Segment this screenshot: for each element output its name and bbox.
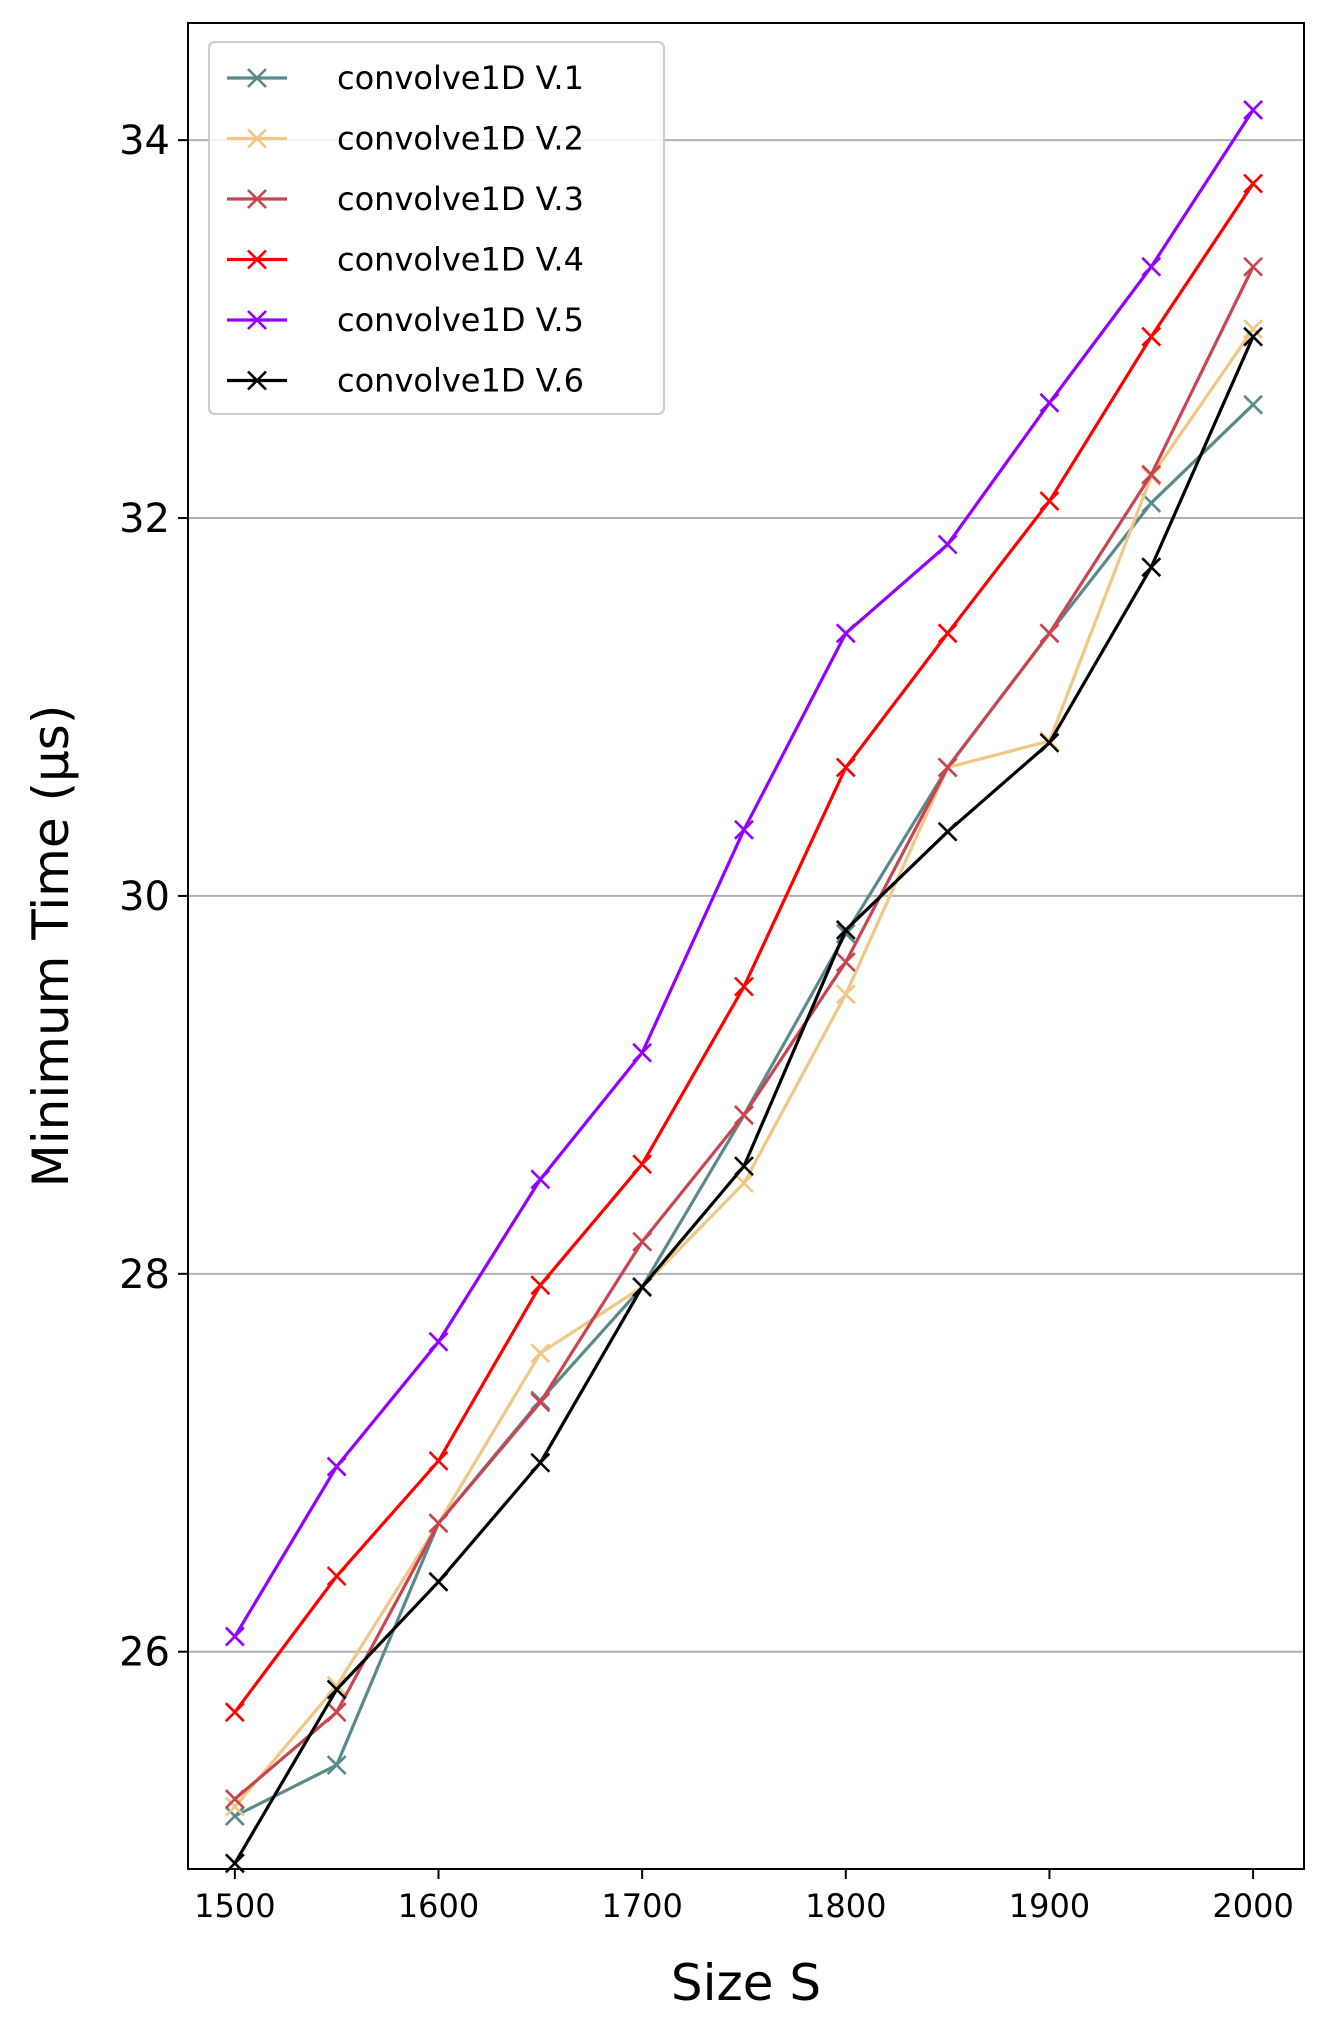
data-point-marker (326, 1755, 347, 1775)
data-point-marker (734, 1105, 754, 1126)
data-point-marker (1243, 319, 1264, 340)
legend-label: convolve1D V.5 (337, 301, 584, 339)
legend: convolve1D V.1 convolve1D V.2 convolve1D V… (208, 41, 665, 415)
data-point-marker (937, 757, 958, 778)
y-tick-label: 26 (119, 1630, 170, 1676)
legend-marker (247, 249, 267, 270)
data-point-marker (1141, 493, 1162, 513)
data-point-marker (530, 1392, 551, 1413)
legend-marker (247, 310, 267, 330)
data-point-marker (1243, 173, 1264, 194)
data-point-marker (530, 1452, 551, 1473)
data-point-marker (224, 1626, 245, 1647)
data-point-marker (937, 623, 958, 644)
legend-item: convolve1D V.5 (227, 301, 584, 339)
legend-box (208, 41, 665, 415)
data-point-marker (326, 1456, 347, 1477)
data-point-marker (1039, 392, 1060, 413)
legend-item: convolve1D V.1 (227, 59, 584, 97)
data-point-marker (1039, 623, 1060, 644)
series-lines (224, 99, 1264, 1874)
legend-label: convolve1D V.4 (337, 241, 584, 279)
data-point-marker (632, 1042, 653, 1063)
x-tick-label: 1600 (398, 1887, 479, 1925)
legend-item: convolve1D V.3 (227, 180, 584, 218)
y-tick-label: 28 (119, 1252, 170, 1298)
legend-item: convolve1D V.4 (227, 241, 584, 279)
legend-marker (247, 68, 267, 88)
x-tick-label: 1800 (805, 1887, 886, 1925)
data-point-marker (1141, 557, 1162, 578)
legend-label: convolve1D V.1 (337, 59, 584, 97)
data-point-marker (224, 1796, 245, 1817)
data-point-marker (530, 1275, 551, 1296)
data-point-marker (835, 623, 856, 644)
y-tick-label: 30 (119, 874, 170, 920)
data-point-marker (224, 1702, 245, 1723)
data-point-marker (1141, 256, 1162, 277)
data-point-marker (734, 1173, 754, 1194)
data-point-marker (734, 819, 754, 840)
data-point-marker (224, 1806, 245, 1827)
legend-label: convolve1D V.3 (337, 180, 584, 218)
data-point-marker (428, 1331, 449, 1352)
plot-frame (187, 22, 1305, 1870)
series-4 (224, 173, 1264, 1723)
data-point-marker (632, 1277, 653, 1297)
data-point-marker (1039, 491, 1060, 511)
x-axis: 1500 1600 1700 1800 1900 2000 (194, 1869, 1294, 1925)
data-point-marker (1243, 256, 1264, 277)
series-6 (224, 326, 1264, 1874)
y-tick-label: 34 (119, 118, 170, 164)
data-point-marker (1039, 732, 1060, 753)
legend-marker (247, 370, 267, 391)
x-tick-label: 1700 (601, 1887, 682, 1925)
series-line (233, 266, 1255, 1801)
y-tick-label: 32 (119, 496, 170, 542)
data-point-marker (326, 1566, 347, 1587)
data-point-marker (835, 984, 856, 1005)
data-point-marker (224, 1789, 245, 1810)
data-point-marker (1141, 464, 1162, 485)
x-tick-label: 2000 (1212, 1887, 1293, 1925)
data-point-marker (835, 920, 856, 940)
series-3 (224, 256, 1264, 1810)
data-point-marker (632, 1231, 653, 1252)
y-axis-title: Minimum Time (μs) (22, 705, 80, 1188)
data-point-marker (326, 1679, 347, 1700)
data-point-marker (1243, 394, 1264, 415)
data-point-marker (1141, 326, 1162, 347)
data-point-marker (734, 976, 754, 997)
data-point-marker (835, 757, 856, 778)
series-1 (224, 394, 1264, 1827)
data-point-marker (326, 1675, 347, 1696)
x-axis-title: Size S (671, 1954, 821, 2012)
data-point-marker (734, 1156, 754, 1177)
data-point-marker (937, 534, 958, 555)
data-point-marker (1243, 326, 1264, 347)
data-point-marker (428, 1513, 449, 1534)
data-point-marker (428, 1571, 449, 1592)
data-point-marker (835, 952, 856, 972)
data-point-marker (937, 821, 958, 842)
y-axis: 26 28 30 32 34 (119, 118, 188, 1676)
legend-label: convolve1D V.2 (337, 120, 584, 158)
x-tick-label: 1500 (194, 1887, 275, 1925)
data-point-marker (530, 1343, 551, 1364)
legend-marker (247, 189, 267, 209)
x-tick-label: 1900 (1009, 1887, 1090, 1925)
series-5 (224, 99, 1264, 1647)
legend-item: convolve1D V.6 (227, 362, 584, 400)
series-line (233, 328, 1255, 1808)
legend-marker (247, 128, 267, 149)
legend-label: convolve1D V.6 (337, 362, 584, 400)
legend-item: convolve1D V.2 (227, 120, 584, 158)
data-point-marker (326, 1702, 347, 1723)
data-point-marker (530, 1169, 551, 1190)
data-point-marker (632, 1154, 653, 1175)
data-point-marker (1243, 99, 1264, 120)
data-point-marker (428, 1450, 449, 1471)
